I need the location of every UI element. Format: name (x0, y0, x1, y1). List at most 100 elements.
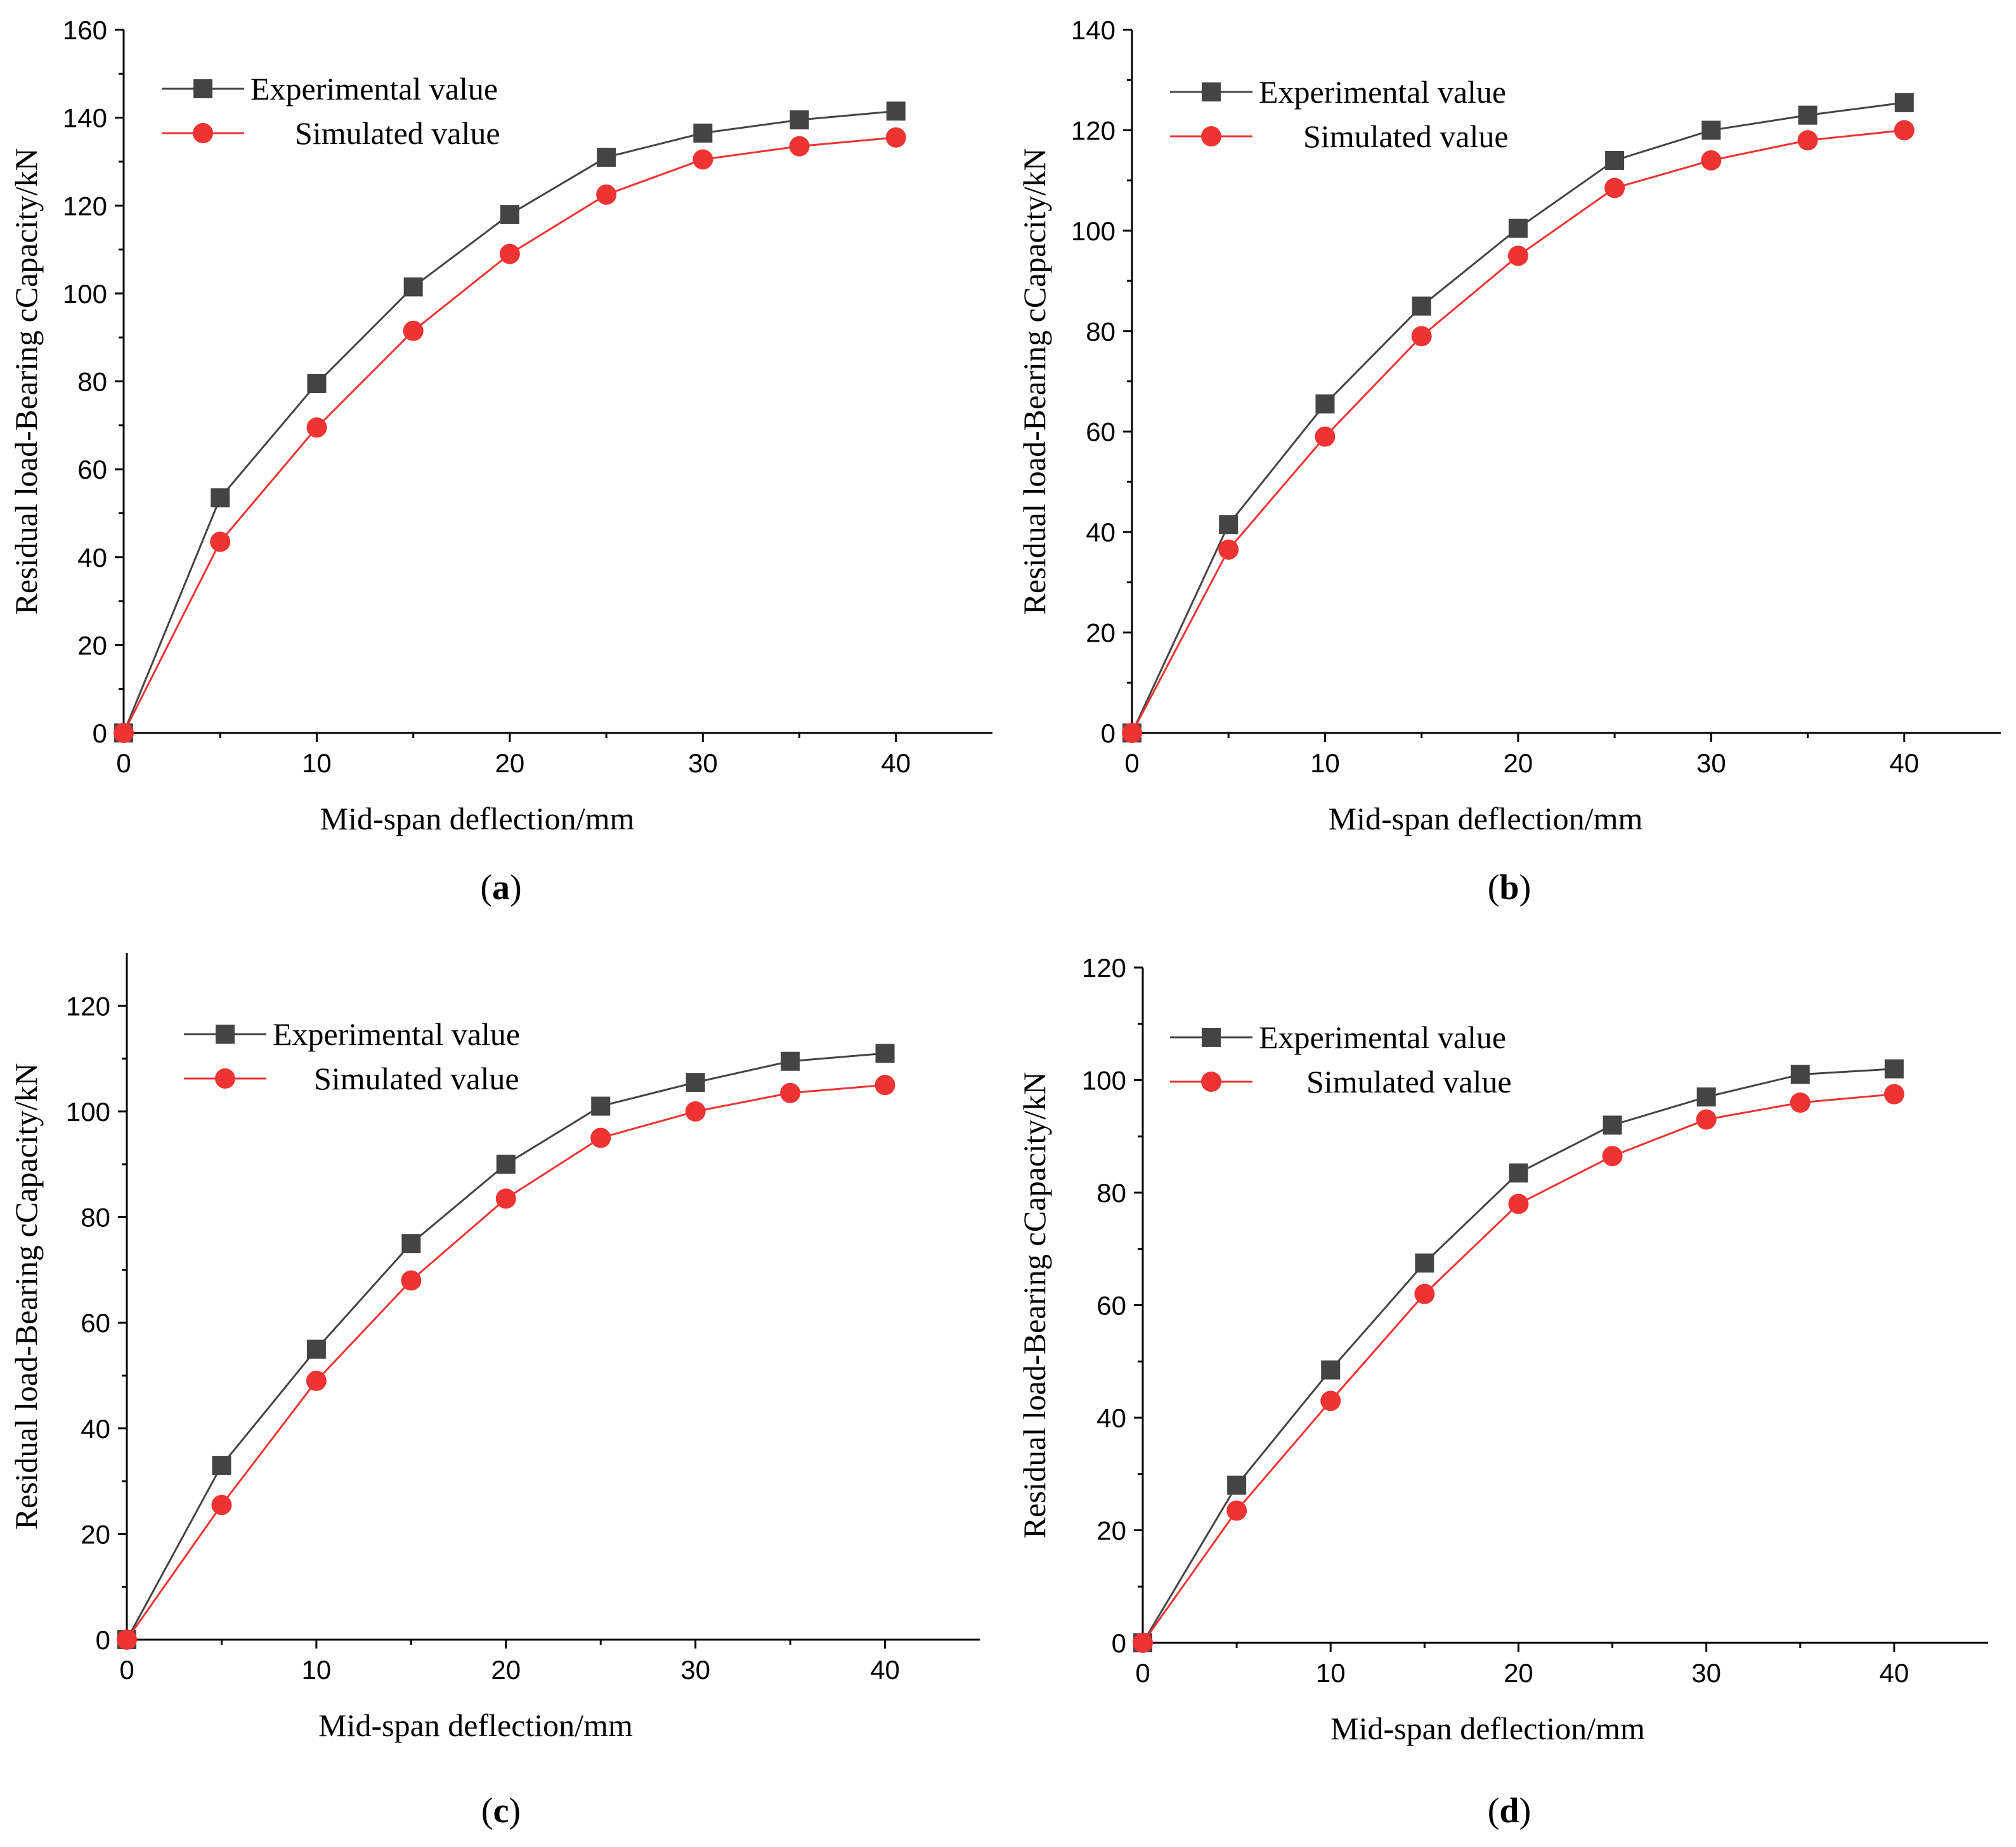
experimental-point (1315, 394, 1335, 414)
x-tick-label: 20 (1504, 748, 1533, 778)
legend-square-marker (216, 1025, 235, 1044)
chart-panel-d: 0 20 40 60 80 100 120 0 10 20 30 40 Mid-span deflect… (1008, 923, 2016, 1846)
caption-close: ) (1519, 868, 1532, 907)
chart-panel-b: 0 20 40 60 80 100 120 140 0 10 20 30 40 Mid-span defl… (1008, 0, 2016, 923)
x-tick-label: 30 (1696, 748, 1726, 778)
experimental-point (307, 373, 327, 393)
y-tick-label: 60 (81, 1308, 110, 1338)
y-tick-label: 60 (77, 455, 107, 484)
panel-caption: (c) (481, 1791, 521, 1831)
y-tick-label: 100 (1082, 1066, 1126, 1096)
experimental-point (693, 123, 713, 143)
experimental-point (1412, 296, 1431, 316)
x-tick-label: 20 (1504, 1658, 1533, 1688)
y-axis-label: Residual load-Bearing cCapacity/kN (8, 148, 44, 615)
simulated-point (1320, 1390, 1341, 1411)
experimental-point (1603, 1115, 1622, 1135)
experimental-point (886, 101, 906, 121)
simulated-point (1411, 326, 1432, 347)
chart-svg-c: 0 20 40 60 80 100 120 0 10 20 30 40 Mid-span deflect… (8, 953, 980, 1831)
simulated-series-line (122, 136, 896, 734)
experimental-point (1701, 120, 1721, 140)
experimental-point (686, 1073, 705, 1092)
experimental-series-line (1141, 1068, 1894, 1643)
simulated-point (1701, 150, 1722, 171)
legend-circle-marker (1201, 1072, 1221, 1092)
experimental-point (790, 110, 809, 130)
x-tick-label: 40 (870, 1655, 900, 1685)
x-tick-label: 0 (1124, 748, 1139, 778)
panel-caption: (b) (1488, 868, 1531, 907)
y-tick-label: 40 (81, 1414, 110, 1444)
x-tick-label: 0 (1135, 1658, 1150, 1688)
chart-svg-a: 0 20 40 60 80 100 120 140 160 0 10 20 30 40 Mid-span d… (8, 15, 992, 907)
simulated-point (685, 1101, 706, 1122)
experimental-point (591, 1096, 611, 1116)
y-tick-label: 0 (1112, 1628, 1126, 1658)
legend-label: Simulated value (295, 115, 500, 151)
legend-square-marker (1202, 82, 1221, 101)
legend-square-marker (1202, 1028, 1221, 1047)
y-tick-label: 120 (63, 191, 107, 221)
y-tick-label: 120 (1082, 953, 1126, 983)
y-tick-label: 20 (81, 1519, 110, 1549)
x-tick-label: 30 (680, 1655, 710, 1685)
x-tick-label: 10 (1316, 1658, 1346, 1688)
legend-square-marker (193, 79, 212, 98)
legend-label: Simulated value (1306, 1064, 1512, 1099)
caption-close: ) (1519, 1791, 1532, 1831)
legend-label: Experimental value (273, 1016, 520, 1052)
y-tick-label: 80 (1096, 1178, 1126, 1208)
simulated-point (1790, 1092, 1811, 1113)
y-tick-label: 60 (1096, 1291, 1126, 1321)
x-tick-label: 40 (1889, 748, 1919, 778)
x-axis-label: Mid-span deflection/mm (320, 801, 635, 836)
simulated-point (1315, 426, 1336, 447)
simulated-point (885, 127, 906, 148)
legend-label: Simulated value (1303, 119, 1509, 154)
simulated-point (401, 1270, 422, 1291)
y-axis-label: Residual load-Bearing cCapacity/kN (8, 1063, 44, 1530)
chart-svg-d: 0 20 40 60 80 100 120 0 10 20 30 40 Mid-span deflect… (1017, 953, 1988, 1831)
experimental-point (401, 1234, 421, 1254)
experimental-point (500, 205, 519, 224)
simulated-point (1133, 1633, 1153, 1653)
simulated-point (590, 1127, 611, 1148)
experimental-point (1508, 218, 1528, 238)
simulated-point (875, 1075, 895, 1096)
x-tick-label: 10 (1310, 748, 1340, 778)
simulated-point (117, 1630, 137, 1650)
experimental-point (1605, 150, 1625, 170)
x-tick-label: 30 (1691, 1658, 1721, 1688)
simulated-point (789, 136, 810, 157)
experimental-point (1321, 1360, 1341, 1380)
caption-close: ) (510, 868, 522, 907)
simulated-point (306, 417, 327, 438)
y-tick-label: 80 (1086, 316, 1115, 346)
x-axis-label: Mid-span deflection/mm (1330, 1711, 1645, 1746)
simulated-point (1226, 1500, 1247, 1521)
simulated-point (1122, 723, 1142, 743)
y-tick-label: 80 (77, 367, 107, 397)
y-tick-label: 120 (1071, 115, 1115, 145)
x-tick-label: 10 (302, 1655, 332, 1685)
experimental-series-line (122, 110, 896, 734)
chart-panel-a: 0 20 40 60 80 100 120 140 160 0 10 20 30 40 Mid-span d… (0, 0, 1008, 923)
y-tick-label: 40 (77, 543, 107, 573)
simulated-point (1797, 130, 1818, 151)
simulated-point (1604, 178, 1625, 198)
y-tick-label: 20 (1086, 618, 1115, 648)
simulated-point (1507, 245, 1528, 266)
legend-label: Experimental value (250, 71, 498, 107)
y-tick-label: 0 (1101, 718, 1115, 748)
simulated-point (495, 1188, 516, 1209)
caption-open: ( (480, 868, 492, 907)
x-tick-label: 40 (1880, 1658, 1909, 1688)
x-tick-label: 0 (119, 1655, 134, 1685)
y-tick-label: 140 (63, 103, 107, 133)
panel-caption: (a) (480, 868, 521, 907)
caption-letter: b (1499, 868, 1519, 907)
x-tick-label: 30 (688, 748, 718, 778)
x-tick-label: 20 (491, 1655, 521, 1685)
y-tick-label: 80 (81, 1203, 110, 1233)
